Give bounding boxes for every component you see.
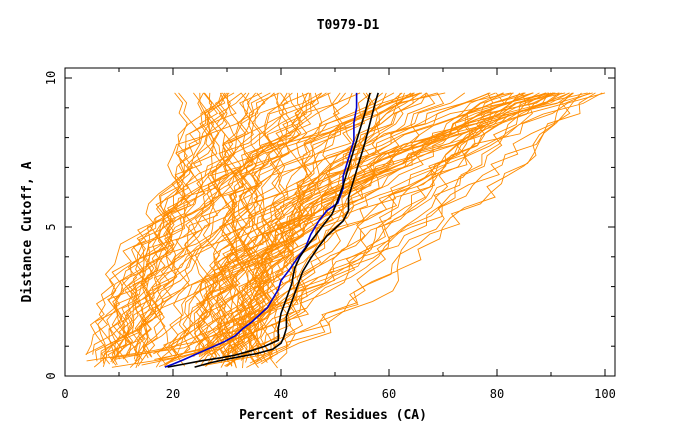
model-curve [163, 92, 190, 356]
model-curve [174, 92, 560, 360]
model-curve [239, 92, 562, 359]
y-tick-label: 10 [44, 71, 58, 85]
model-curve [220, 92, 414, 360]
x-tick-label: 20 [166, 387, 180, 401]
x-tick-label: 60 [382, 387, 396, 401]
model-curve [198, 92, 372, 355]
x-tick-label: 40 [274, 387, 288, 401]
x-axis-label: Percent of Residues (CA) [239, 408, 427, 423]
model-curve [94, 92, 415, 364]
y-tick-label: 5 [44, 223, 58, 230]
model-curve [229, 92, 490, 354]
model-curve [193, 92, 240, 357]
model-curve [108, 92, 491, 360]
model-curve [249, 92, 573, 368]
model-curve [219, 92, 556, 358]
model-curve [137, 92, 421, 367]
model-curve [246, 92, 379, 368]
model-curve [199, 92, 266, 365]
model-curve [211, 92, 266, 357]
model-curve [249, 92, 513, 364]
x-tick-label: 80 [490, 387, 504, 401]
series-line-1 [164, 92, 358, 368]
model-curve [109, 92, 235, 361]
model-curve [224, 92, 533, 367]
model-curve [115, 92, 226, 357]
x-tick-label: 0 [61, 387, 68, 401]
x-tick-label: 100 [594, 387, 616, 401]
y-tick-label: 0 [44, 372, 58, 379]
model-curve [242, 92, 466, 358]
model-curve [198, 92, 275, 358]
model-curve [203, 92, 263, 359]
highlighted-models-layer [164, 92, 379, 368]
series-line-2 [194, 92, 379, 368]
model-curve [171, 92, 427, 367]
model-curve [255, 92, 372, 365]
model-curve [208, 92, 311, 357]
model-curve [115, 92, 552, 360]
y-axis-label: Distance Cutoff, A [20, 161, 35, 302]
chart-title: T0979-D1 [317, 18, 380, 33]
model-curve [251, 92, 546, 358]
model-curve [200, 92, 526, 360]
model-curve [202, 92, 540, 366]
model-curve [268, 92, 582, 356]
model-curve [102, 92, 204, 368]
model-curve [275, 92, 505, 364]
model-curve [142, 92, 280, 357]
plot-frame [64, 67, 616, 377]
model-curve [85, 92, 289, 355]
axis-ticks: 0 20 40 60 80 100 0 5 10 [44, 68, 616, 401]
model-curve [195, 92, 560, 357]
model-curve [226, 92, 412, 359]
model-curve [89, 92, 446, 368]
model-curve [158, 92, 436, 367]
model-curve [204, 92, 293, 354]
model-curve [125, 92, 227, 369]
model-curve [125, 92, 438, 365]
other-models-layer [85, 92, 606, 369]
model-curve [165, 92, 534, 366]
model-curve [168, 92, 588, 356]
model-curve [261, 92, 574, 365]
model-curve [155, 92, 307, 368]
model-curve [158, 92, 547, 360]
model-curve [225, 92, 550, 368]
model-curve [227, 92, 353, 363]
series-line-3 [167, 92, 371, 368]
model-curve [214, 92, 244, 362]
model-curve [175, 92, 212, 354]
model-curve [110, 92, 573, 359]
model-curve [125, 92, 403, 356]
model-curve [110, 92, 346, 363]
